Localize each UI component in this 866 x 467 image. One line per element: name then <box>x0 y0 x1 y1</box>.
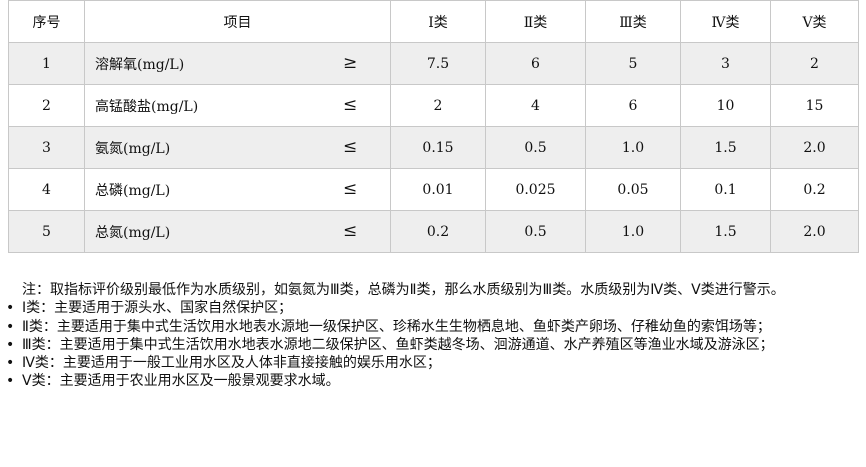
row-no: 5 <box>8 210 85 253</box>
row-value-class-2: 4 <box>485 84 586 127</box>
item-name: 溶解氧(mg/L) <box>95 56 185 73</box>
table-row: 5 总氮(mg/L) ≤0.2 0.5 1.0 1.5 2.0 <box>8 210 859 253</box>
list-item-text: Ⅳ类：主要适用于一般工业用水区及人体非直接接触的娱乐用水区； <box>22 355 441 372</box>
notes-intro: 注：取指标评价级别最低作为水质级别，如氨氮为Ⅲ类，总磷为Ⅱ类，那么水质级别为Ⅲ类… <box>22 282 785 298</box>
row-value-class-1: 2 <box>390 84 486 127</box>
list-item: • Ⅳ类：主要适用于一般工业用水区及人体非直接接触的娱乐用水区； <box>6 354 836 372</box>
comparator: ≤ <box>343 179 358 199</box>
row-no: 3 <box>8 126 85 169</box>
table-row: 4 总磷(mg/L) ≤0.01 0.025 0.05 0.1 0.2 <box>8 168 859 211</box>
bullet-icon: • <box>6 373 15 390</box>
row-value-class-3: 1.0 <box>585 126 681 169</box>
list-item-text: Ⅴ类：主要适用于农业用水区及一般景观要求水域。 <box>22 373 340 390</box>
water-quality-table: 序号 项目 Ⅰ类 Ⅱ类 Ⅲ类 Ⅳ类 Ⅴ类 1 溶解氧(mg/L) ≥7.5 6 5 3 2 2… <box>8 0 859 253</box>
header-class-1: Ⅰ类 <box>390 0 486 43</box>
table-row: 3 氨氮(mg/L) ≤0.15 0.5 1.0 1.5 2.0 <box>8 126 859 169</box>
table-row: 2 高锰酸盐(mg/L) ≤2 4 6 10 15 <box>8 84 859 127</box>
row-value-class-5: 2.0 <box>770 210 859 253</box>
comparator: ≤ <box>343 221 358 241</box>
row-value-class-3: 1.0 <box>585 210 681 253</box>
item-name: 氨氮(mg/L) <box>95 140 171 157</box>
item-name: 总磷(mg/L) <box>95 182 171 199</box>
comparator: ≥ <box>343 53 358 73</box>
row-item: 溶解氧(mg/L) ≥ <box>84 42 391 85</box>
bullet-icon: • <box>6 318 15 335</box>
row-item: 高锰酸盐(mg/L) ≤ <box>84 84 391 127</box>
row-value-class-2: 6 <box>485 42 586 85</box>
row-value-class-4: 0.1 <box>680 168 771 211</box>
comparator: ≤ <box>343 95 358 115</box>
row-value-class-2: 0.5 <box>485 210 586 253</box>
header-class-4: Ⅳ类 <box>680 0 771 43</box>
table-row: 1 溶解氧(mg/L) ≥7.5 6 5 3 2 <box>8 42 859 85</box>
row-value-class-3: 0.05 <box>585 168 681 211</box>
list-item-text: Ⅰ类：主要适用于源头水、国家自然保护区； <box>22 300 293 317</box>
list-item-text: Ⅱ类：主要适用于集中式生活饮用水地表水源地一级保护区、珍稀水生生物栖息地、鱼虾类… <box>22 318 771 335</box>
bullet-icon: • <box>6 355 15 372</box>
row-value-class-5: 2.0 <box>770 126 859 169</box>
row-no: 2 <box>8 84 85 127</box>
row-value-class-3: 5 <box>585 42 681 85</box>
row-value-class-1: 0.2 <box>390 210 486 253</box>
header-no: 序号 <box>8 0 85 43</box>
row-value-class-1: 0.01 <box>390 168 486 211</box>
row-value-class-4: 1.5 <box>680 126 771 169</box>
row-no: 1 <box>8 42 85 85</box>
row-value-class-4: 10 <box>680 84 771 127</box>
row-item: 氨氮(mg/L) ≤ <box>84 126 391 169</box>
row-value-class-4: 1.5 <box>680 210 771 253</box>
row-no: 4 <box>8 168 85 211</box>
comparator: ≤ <box>343 137 358 157</box>
list-item: • Ⅴ类：主要适用于农业用水区及一般景观要求水域。 <box>6 372 836 390</box>
row-value-class-5: 15 <box>770 84 859 127</box>
notes: 注：取指标评价级别最低作为水质级别，如氨氮为Ⅲ类，总磷为Ⅱ类，那么水质级别为Ⅲ类… <box>6 281 852 391</box>
list-item: • Ⅱ类：主要适用于集中式生活饮用水地表水源地一级保护区、珍稀水生生物栖息地、鱼虾… <box>6 318 836 336</box>
item-name: 总氮(mg/L) <box>95 224 171 241</box>
header-item: 项目 <box>84 0 391 43</box>
header-class-3: Ⅲ类 <box>585 0 681 43</box>
row-item: 总磷(mg/L) ≤ <box>84 168 391 211</box>
row-value-class-2: 0.5 <box>485 126 586 169</box>
item-name: 高锰酸盐(mg/L) <box>95 98 199 115</box>
row-value-class-4: 3 <box>680 42 771 85</box>
bullet-icon: • <box>6 300 15 317</box>
list-item: • Ⅰ类：主要适用于源头水、国家自然保护区； <box>6 299 836 317</box>
list-item: • Ⅲ类：主要适用于集中式生活饮用水地表水源地二级保护区、鱼虾类越冬场、洄游通道、… <box>6 336 836 354</box>
bullet-icon: • <box>6 336 15 353</box>
row-value-class-5: 0.2 <box>770 168 859 211</box>
header-class-2: Ⅱ类 <box>485 0 586 43</box>
header-class-5: Ⅴ类 <box>770 0 859 43</box>
row-value-class-1: 0.15 <box>390 126 486 169</box>
row-value-class-1: 7.5 <box>390 42 486 85</box>
row-value-class-2: 0.025 <box>485 168 586 211</box>
row-item: 总氮(mg/L) ≤ <box>84 210 391 253</box>
row-value-class-3: 6 <box>585 84 681 127</box>
row-value-class-5: 2 <box>770 42 859 85</box>
class-descriptions: • Ⅰ类：主要适用于源头水、国家自然保护区； • Ⅱ类：主要适用于集中式生活饮用水地表… <box>6 299 852 390</box>
table-header: 序号 项目 Ⅰ类 Ⅱ类 Ⅲ类 Ⅳ类 Ⅴ类 <box>8 0 859 43</box>
list-item-text: Ⅲ类：主要适用于集中式生活饮用水地表水源地二级保护区、鱼虾类越冬场、洄游通道、水… <box>22 336 774 353</box>
